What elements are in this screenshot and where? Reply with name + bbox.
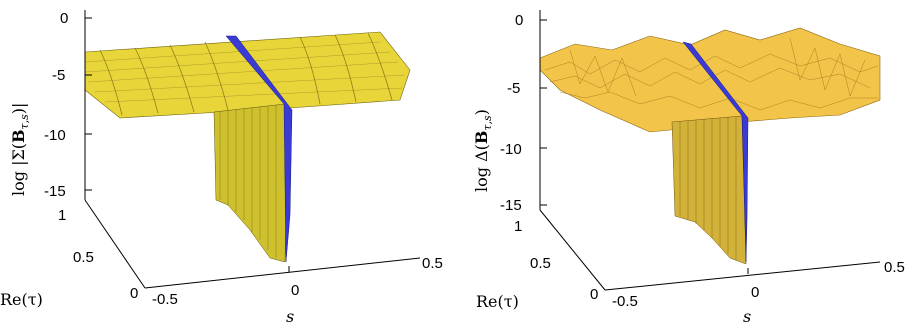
left-z-tick-0: 0 [60,10,68,27]
left-chart: 0 -5 -10 -15 1 0.5 0 -0.5 0 0.5 Re(τ) s … [0,10,443,326]
right-z-tick-0: 0 [515,12,523,29]
right-z-tick-2: -10 [500,141,522,158]
right-z-tick-3: -15 [500,197,522,214]
left-x-tick-0: -0.5 [152,291,178,308]
left-y-tick-0: 0 [130,285,138,302]
left-z-axis-label: log |Σ(Bτ,s)| [9,103,31,196]
left-z-tick-1: -5 [52,67,65,84]
left-y-ticks: 1 0.5 0 [58,207,138,302]
left-x-ticks: -0.5 0 0.5 [152,255,443,308]
left-y-tick-2: 1 [58,207,66,224]
left-z-tick-3: -15 [44,183,66,200]
left-surface-ridges [99,32,393,116]
right-y-axis-label: Re(τ) [476,292,519,311]
right-surface-stripe [682,41,749,263]
right-y-axis [539,209,606,291]
left-x-tick-2: 0.5 [422,255,443,272]
right-x-tick-0: -0.5 [612,293,638,310]
left-z-tick-2: -10 [44,127,66,144]
left-x-tick-1: 0 [291,282,299,299]
right-x-axis-label: s [743,307,751,326]
right-z-tick-1: -5 [507,80,520,97]
right-z-axis-label: log Δ(Bτ,s) [472,109,494,192]
right-surface-curtain [671,115,747,265]
right-x-ticks: -0.5 0 0.5 [612,259,905,310]
left-y-tick-1: 0.5 [73,249,94,266]
right-surface-texture [544,37,879,111]
right-x-tick-1: 0 [751,284,759,301]
left-y-axis-label: Re(τ) [0,290,43,309]
right-y-tick-1: 0.5 [530,255,551,272]
right-y-tick-2: 1 [514,218,522,235]
right-chart: 0 -5 -10 -15 1 0.5 0 -0.5 0 0.5 Re(τ) s … [472,10,905,326]
left-surface-mesh [84,41,406,103]
right-y-ticks: 1 0.5 0 [514,218,598,303]
right-y-tick-0: 0 [590,286,598,303]
left-x-axis-label: s [286,307,294,326]
right-x-tick-2: 0.5 [884,259,905,276]
left-curtain-lines [219,105,277,258]
left-y-axis [84,199,146,289]
left-surface-curtain [213,103,287,263]
right-surface-plateau [539,27,881,133]
left-x-axis [144,257,421,289]
right-curtain-lines [679,117,737,260]
left-surface-plateau [84,31,411,119]
right-x-axis [604,261,881,291]
right-z-ticks: 0 -5 -10 -15 [500,12,547,214]
left-surface-stripe [225,35,293,263]
left-z-ticks: 0 -5 -10 -15 [44,10,92,200]
